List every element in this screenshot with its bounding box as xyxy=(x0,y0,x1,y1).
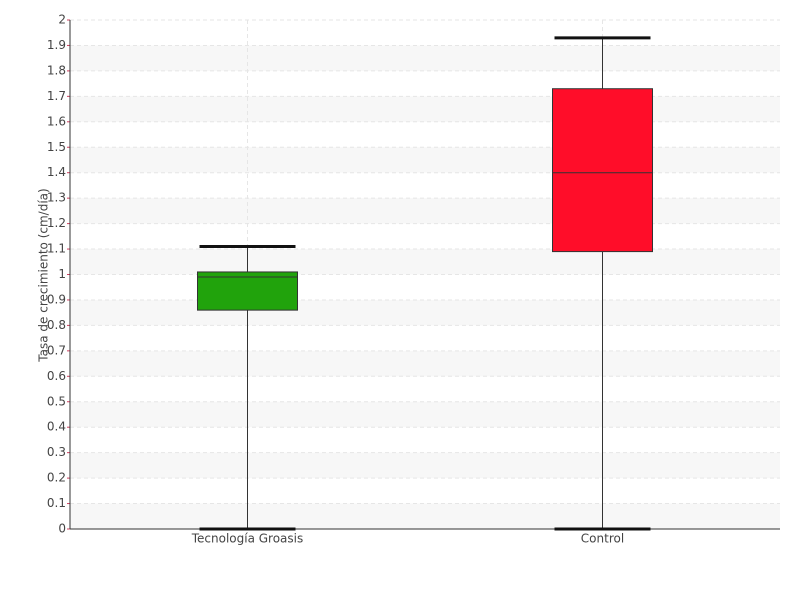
x-tick-label: Control xyxy=(581,532,624,546)
y-tick-label: 1.8 xyxy=(47,63,66,77)
grid-band xyxy=(70,299,780,326)
y-tick-label: 1 xyxy=(58,267,66,281)
grid-band xyxy=(70,45,780,71)
y-tick-label: 0 xyxy=(58,522,66,536)
y-tick-label: 1.7 xyxy=(47,89,66,103)
grid-band xyxy=(70,503,780,529)
grid-band xyxy=(70,147,780,173)
y-tick-label: 0.8 xyxy=(47,318,66,332)
y-tick-label: 1.5 xyxy=(47,140,66,154)
grid-band xyxy=(70,350,780,377)
y-axis-label: Tasa de crecimiento (cm/día) xyxy=(37,188,51,362)
box xyxy=(197,271,298,311)
y-tick-label: 0.5 xyxy=(47,394,66,408)
y-tick-label: 0.2 xyxy=(47,471,66,485)
box xyxy=(552,88,653,253)
grid-band xyxy=(70,198,780,224)
y-tick-label: 1.2 xyxy=(47,216,66,230)
y-tick-label: 0.6 xyxy=(47,369,66,383)
y-tick-label: 0.3 xyxy=(47,445,66,459)
y-tick-label: 2 xyxy=(58,13,66,27)
y-tick-label: 0.1 xyxy=(47,496,66,510)
x-tick-label: Tecnología Groasis xyxy=(191,532,304,546)
y-tick-label: 1.1 xyxy=(47,242,66,256)
y-tick-label: 0.9 xyxy=(47,292,66,306)
y-tick-label: 1.3 xyxy=(47,191,66,205)
y-tick-label: 1.6 xyxy=(47,114,66,128)
grid-band xyxy=(70,452,780,479)
y-tick-label: 1.9 xyxy=(47,38,66,52)
y-tick-label: 0.4 xyxy=(47,420,66,434)
grid-band xyxy=(70,249,780,275)
y-tick-label: 1.4 xyxy=(47,165,66,179)
grid-band xyxy=(70,96,780,122)
y-tick-label: 0.7 xyxy=(47,343,66,357)
grid-band xyxy=(70,401,780,428)
